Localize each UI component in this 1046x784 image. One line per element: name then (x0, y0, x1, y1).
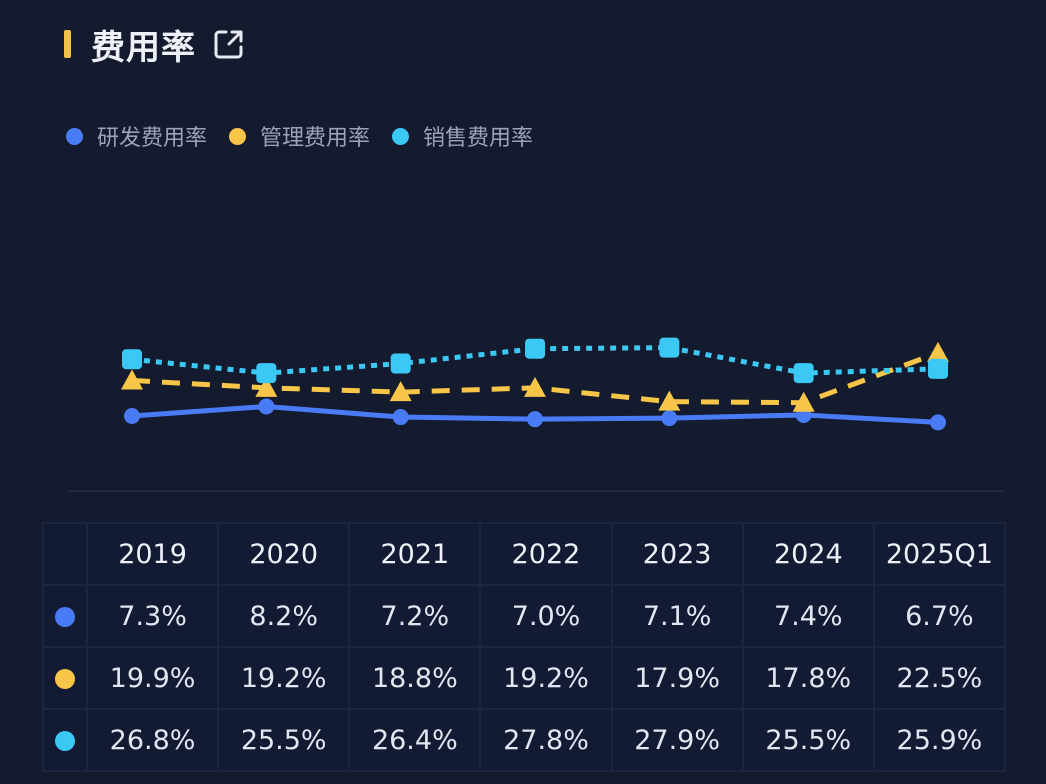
legend-dot-rd (66, 127, 83, 145)
table-cell: 26.4% (348, 708, 482, 772)
chart-divider (68, 490, 1004, 492)
table-cell: 7.0% (479, 584, 613, 648)
table-cell: 26.8% (85, 708, 220, 772)
table-row-rd: 7.3% 8.2% 7.2% 7.0% 7.1% 7.4% 6.7% (42, 584, 1007, 648)
table-cell: 7.3% (85, 584, 220, 648)
data-point-0-2[interactable] (392, 409, 409, 426)
legend-label-rd: 研发费用率 (97, 126, 208, 151)
data-point-2-5[interactable] (793, 363, 814, 384)
data-point-1-0[interactable] (121, 369, 143, 390)
table-header-corner (42, 522, 88, 586)
external-link-icon[interactable] (212, 27, 246, 61)
table-header-cell: 2025Q1 (872, 522, 1007, 586)
legend-dot-sales (392, 127, 410, 145)
table-row-sales: 26.8% 25.5% 26.4% 27.8% 27.9% 25.5% 25.9… (42, 708, 1007, 772)
data-point-2-0[interactable] (122, 349, 142, 370)
table-cell: 25.5% (741, 708, 875, 772)
table-header-cell: 2024 (741, 522, 875, 586)
legend-item-admin[interactable]: 管理费用率 (229, 120, 370, 152)
table-cell: 19.9% (85, 646, 220, 710)
data-point-1-3[interactable] (524, 376, 546, 397)
table-cell: 19.2% (479, 646, 613, 710)
table-cell: 27.9% (610, 708, 744, 772)
data-point-2-1[interactable] (256, 363, 277, 384)
legend-label-admin: 管理费用率 (260, 126, 371, 151)
title-accent-bar (64, 30, 71, 58)
table-cell: 22.5% (872, 646, 1007, 710)
table-header-cell: 2020 (217, 522, 351, 586)
table-cell: 17.9% (610, 646, 744, 710)
table-cell: 25.9% (872, 708, 1007, 772)
table-header-cell: 2021 (348, 522, 482, 586)
chart-title: 费用率 (91, 27, 196, 68)
data-point-0-0[interactable] (124, 408, 140, 424)
table-cell: 6.7% (872, 584, 1007, 648)
table-cell: 17.8% (741, 646, 875, 710)
table-cell: 19.2% (217, 646, 351, 710)
data-point-2-4[interactable] (659, 337, 680, 358)
table-cell: 8.2% (217, 584, 351, 648)
data-point-0-3[interactable] (527, 411, 543, 428)
data-point-0-1[interactable] (258, 398, 275, 415)
table-header-cell: 2022 (479, 522, 613, 586)
row-dot-rd (55, 607, 75, 627)
row-marker-cell (42, 708, 88, 772)
data-point-1-2[interactable] (389, 381, 412, 402)
table-cell: 18.8% (348, 646, 482, 710)
table-row-admin: 19.9% 19.2% 18.8% 19.2% 17.9% 17.8% 22.5… (42, 646, 1007, 710)
row-marker-cell (42, 584, 88, 648)
data-point-1-4[interactable] (658, 390, 681, 411)
row-dot-admin (55, 669, 75, 689)
data-table: 2019 2020 2021 2022 2023 2024 2025Q1 7.3… (42, 522, 1007, 772)
table-cell: 7.2% (348, 584, 482, 648)
data-point-1-5[interactable] (792, 391, 815, 412)
legend-dot-admin (229, 127, 247, 145)
table-cell: 7.4% (741, 584, 875, 648)
table-header-cell: 2023 (610, 522, 744, 586)
table-cell: 7.1% (610, 584, 744, 648)
chart-header: 费用率 (64, 22, 246, 68)
table-header-row: 2019 2020 2021 2022 2023 2024 2025Q1 (42, 522, 1007, 586)
data-point-2-6[interactable] (928, 358, 948, 379)
data-point-2-3[interactable] (525, 338, 545, 359)
table-header-cell: 2019 (85, 522, 220, 586)
line-chart (121, 337, 949, 431)
row-dot-sales (55, 731, 75, 751)
legend-item-rd[interactable]: 研发费用率 (66, 120, 207, 152)
data-point-1-1[interactable] (255, 376, 278, 397)
data-point-2-2[interactable] (390, 353, 411, 374)
row-marker-cell (42, 646, 88, 710)
table-cell: 27.8% (479, 708, 613, 772)
legend-label-sales: 销售费用率 (423, 126, 534, 151)
data-point-1-6[interactable] (927, 341, 949, 362)
table-cell: 25.5% (217, 708, 351, 772)
chart-legend: 研发费用率 管理费用率 销售费用率 (66, 120, 555, 152)
data-point-0-6[interactable] (930, 414, 946, 431)
data-point-0-4[interactable] (661, 410, 678, 427)
legend-item-sales[interactable]: 销售费用率 (392, 120, 533, 152)
